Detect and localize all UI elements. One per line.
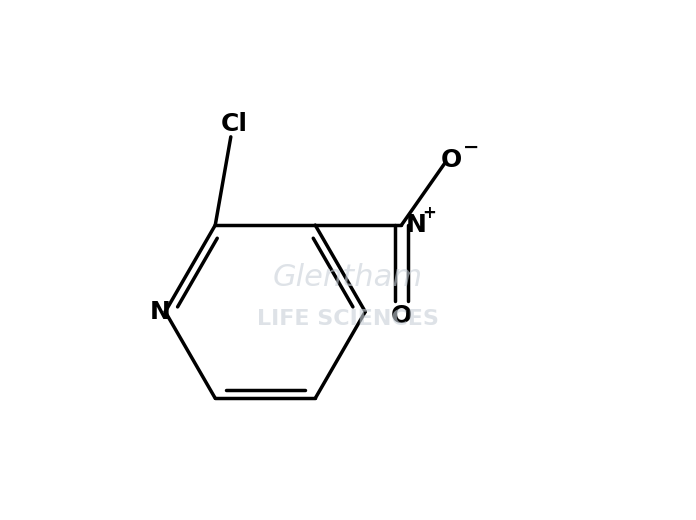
Text: O: O bbox=[391, 304, 412, 328]
Text: O: O bbox=[441, 148, 462, 172]
Text: LIFE SCIENCES: LIFE SCIENCES bbox=[257, 308, 439, 329]
Text: −: − bbox=[463, 138, 480, 157]
Text: Cl: Cl bbox=[221, 112, 248, 136]
Text: N: N bbox=[150, 300, 170, 324]
Text: N: N bbox=[406, 213, 427, 237]
Text: +: + bbox=[422, 204, 436, 222]
Text: Glentham: Glentham bbox=[273, 263, 423, 292]
